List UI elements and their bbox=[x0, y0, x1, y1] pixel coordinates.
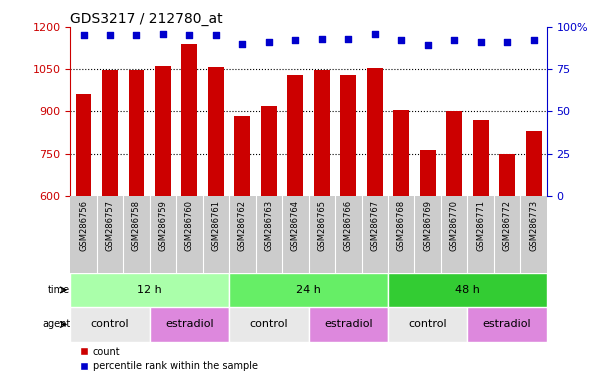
Point bbox=[238, 41, 247, 47]
Bar bbox=[473, 120, 489, 196]
Text: time: time bbox=[48, 285, 70, 295]
Bar bbox=[287, 75, 303, 196]
Text: GSM286766: GSM286766 bbox=[344, 200, 353, 251]
Bar bbox=[420, 150, 436, 196]
Point bbox=[131, 32, 141, 38]
Bar bbox=[128, 70, 144, 196]
Text: control: control bbox=[249, 319, 288, 329]
Text: GSM286758: GSM286758 bbox=[132, 200, 141, 251]
Text: GSM286759: GSM286759 bbox=[158, 200, 167, 250]
Bar bbox=[102, 70, 118, 196]
Bar bbox=[229, 273, 388, 307]
Point bbox=[370, 31, 379, 37]
Bar bbox=[340, 75, 356, 196]
Point bbox=[476, 39, 486, 45]
Text: GSM286760: GSM286760 bbox=[185, 200, 194, 251]
Bar bbox=[314, 70, 330, 196]
Text: estradiol: estradiol bbox=[483, 319, 532, 329]
Bar bbox=[150, 307, 229, 342]
Bar bbox=[261, 106, 277, 196]
Text: control: control bbox=[408, 319, 447, 329]
Point bbox=[529, 37, 538, 43]
Point bbox=[423, 42, 433, 48]
Point bbox=[105, 32, 115, 38]
Bar bbox=[388, 307, 467, 342]
Point bbox=[397, 37, 406, 43]
Text: GSM286771: GSM286771 bbox=[476, 200, 485, 251]
Text: GSM286761: GSM286761 bbox=[211, 200, 221, 251]
Bar bbox=[76, 94, 92, 196]
Text: agent: agent bbox=[42, 319, 70, 329]
Text: estradiol: estradiol bbox=[165, 319, 214, 329]
Point bbox=[264, 39, 274, 45]
Point bbox=[290, 37, 300, 43]
Text: control: control bbox=[90, 319, 130, 329]
Point bbox=[317, 36, 327, 42]
Text: GSM286763: GSM286763 bbox=[265, 200, 273, 251]
Point bbox=[79, 32, 89, 38]
Bar bbox=[70, 307, 150, 342]
Bar bbox=[70, 273, 229, 307]
Bar bbox=[309, 307, 388, 342]
Text: estradiol: estradiol bbox=[324, 319, 373, 329]
Bar bbox=[235, 116, 251, 196]
Bar bbox=[229, 307, 309, 342]
Bar bbox=[499, 154, 515, 196]
Point bbox=[449, 37, 459, 43]
Text: GSM286772: GSM286772 bbox=[503, 200, 511, 251]
Text: GSM286756: GSM286756 bbox=[79, 200, 88, 251]
Bar bbox=[208, 67, 224, 196]
Text: GSM286762: GSM286762 bbox=[238, 200, 247, 251]
Text: 24 h: 24 h bbox=[296, 285, 321, 295]
Point bbox=[158, 31, 168, 37]
Point bbox=[502, 39, 512, 45]
Bar bbox=[181, 44, 197, 196]
Bar bbox=[467, 307, 547, 342]
Legend: count, percentile rank within the sample: count, percentile rank within the sample bbox=[75, 343, 262, 375]
Text: GSM286768: GSM286768 bbox=[397, 200, 406, 251]
Bar bbox=[155, 66, 171, 196]
Bar bbox=[388, 273, 547, 307]
Text: GSM286767: GSM286767 bbox=[370, 200, 379, 251]
Text: 12 h: 12 h bbox=[137, 285, 162, 295]
Point bbox=[185, 32, 194, 38]
Text: GSM286770: GSM286770 bbox=[450, 200, 459, 251]
Text: GSM286765: GSM286765 bbox=[317, 200, 326, 251]
Bar bbox=[393, 110, 409, 196]
Point bbox=[211, 32, 221, 38]
Bar bbox=[367, 68, 382, 196]
Text: GSM286773: GSM286773 bbox=[529, 200, 538, 251]
Text: GSM286764: GSM286764 bbox=[291, 200, 300, 251]
Text: GSM286757: GSM286757 bbox=[106, 200, 114, 251]
Text: 48 h: 48 h bbox=[455, 285, 480, 295]
Text: GDS3217 / 212780_at: GDS3217 / 212780_at bbox=[70, 12, 223, 26]
Bar bbox=[525, 131, 541, 196]
Point bbox=[343, 36, 353, 42]
Bar bbox=[446, 111, 462, 196]
Text: GSM286769: GSM286769 bbox=[423, 200, 432, 251]
